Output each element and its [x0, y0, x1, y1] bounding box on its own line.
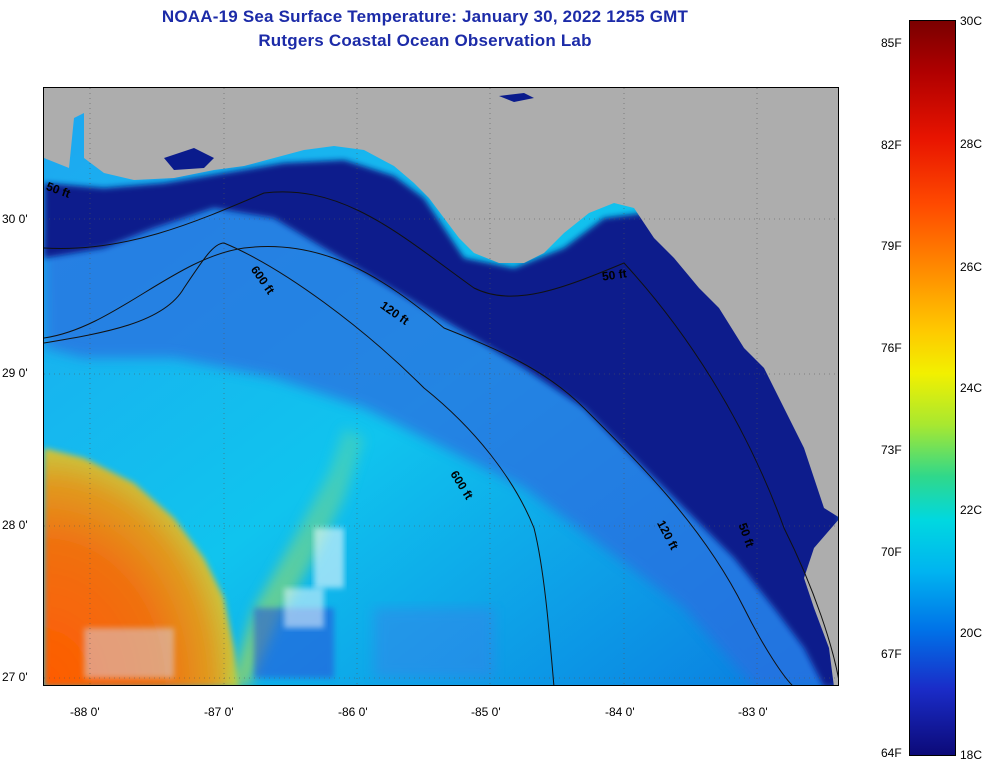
latitude-label: 28 0' [2, 518, 28, 532]
mid-shelf-water [44, 198, 838, 685]
colorbar-celsius-label: 20C [960, 626, 983, 640]
colorbar-celsius-label: 22C [960, 503, 983, 517]
colorbar-fahrenheit-label: 82F [881, 138, 902, 152]
colorbar-celsius-label: 18C [960, 748, 983, 762]
colorbar-fahrenheit-label: 64F [881, 746, 902, 760]
sst-map[interactable]: 50 ft 50 ft 50 ft 120 ft 120 ft 600 ft 6… [43, 87, 839, 686]
temperature-colorbar [909, 20, 956, 756]
warm-water [44, 448, 239, 685]
colorbar-fahrenheit-label: 76F [881, 341, 902, 355]
bay-water [164, 148, 214, 170]
longitude-label: -88 0' [70, 705, 100, 719]
colorbar-fahrenheit-label: 79F [881, 239, 902, 253]
map-title: NOAA-19 Sea Surface Temperature: January… [161, 7, 689, 26]
colorbar-fahrenheit-label: 67F [881, 647, 902, 661]
latitude-label: 30 0' [2, 212, 28, 226]
colorbar-fahrenheit-label: 85F [881, 36, 902, 50]
land [44, 88, 838, 517]
sst-map-image [44, 88, 838, 685]
latitude-label: 27 0' [2, 670, 28, 684]
colorbar-celsius-label: 28C [960, 137, 983, 151]
longitude-label: -86 0' [338, 705, 368, 719]
longitude-label: -85 0' [471, 705, 501, 719]
cloud-speckle [84, 528, 494, 678]
colorbar-celsius-label: 24C [960, 381, 983, 395]
longitude-label: -83 0' [738, 705, 768, 719]
longitude-label: -87 0' [204, 705, 234, 719]
lake-water [499, 93, 534, 102]
colorbar-celsius-label: 26C [960, 260, 983, 274]
colorbar-celsius-label: 30C [960, 14, 983, 28]
peninsula-land [804, 520, 838, 685]
longitude-label: -84 0' [605, 705, 635, 719]
colorbar-fahrenheit-label: 70F [881, 545, 902, 559]
colorbar-fahrenheit-label: 73F [881, 443, 902, 457]
map-subtitle: Rutgers Coastal Ocean Observation Lab [258, 31, 592, 50]
depth-contours [44, 191, 838, 685]
latitude-label: 29 0' [2, 366, 28, 380]
shelf-water [44, 160, 838, 685]
